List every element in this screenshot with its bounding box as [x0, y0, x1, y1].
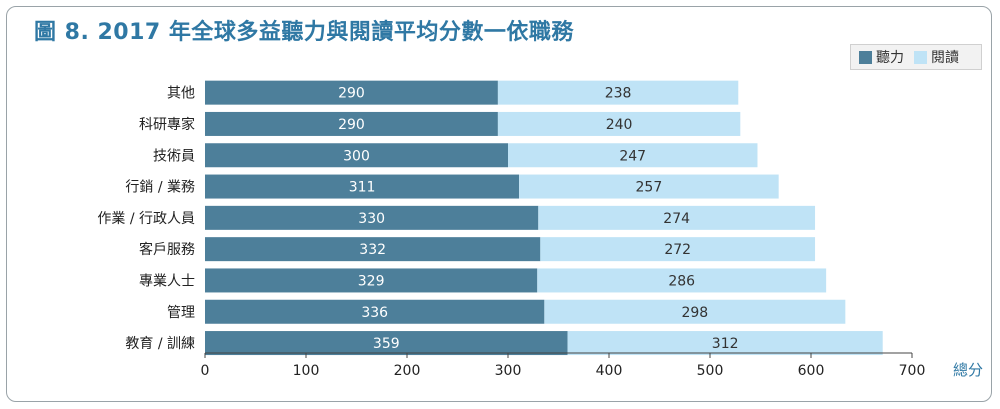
category-label: 科研專家	[139, 116, 195, 133]
category-label: 專業人士	[139, 273, 195, 289]
data-label-listening: 332	[359, 242, 386, 258]
bar-reading	[544, 299, 846, 324]
bar-reading	[567, 331, 883, 356]
data-label-reading: 257	[636, 180, 663, 196]
x-tick-label: 300	[495, 363, 522, 379]
data-label-listening: 290	[338, 86, 365, 102]
category-label: 管理	[167, 305, 195, 321]
bar-listening	[205, 299, 545, 324]
category-label: 其他	[167, 86, 195, 102]
x-tick-label: 400	[596, 363, 623, 379]
bar-listening	[205, 111, 498, 136]
legend-swatch-listening	[859, 50, 872, 64]
chart-title: 圖 8. 2017 年全球多益聽力與閱讀平均分數一依職務	[34, 20, 574, 45]
legend-label-listening: 聽力	[876, 50, 904, 66]
data-label-reading: 312	[712, 336, 739, 352]
x-tick-label: 500	[697, 363, 724, 379]
data-label-listening: 311	[349, 180, 376, 196]
legend-swatch-reading	[914, 50, 927, 64]
x-tick-label: 200	[394, 363, 421, 379]
bar-reading	[538, 205, 816, 230]
chart-legend: 聽力 閱讀	[850, 44, 982, 70]
data-label-listening: 359	[373, 336, 400, 352]
category-label: 教育 / 訓練	[125, 336, 195, 352]
bar-reading	[540, 237, 816, 262]
legend-label-reading: 閱讀	[931, 50, 959, 66]
data-label-reading: 240	[606, 117, 633, 133]
data-label-listening: 336	[361, 305, 388, 321]
x-tick-label: 100	[293, 363, 320, 379]
legend-item-reading: 閱讀	[914, 47, 959, 67]
bar-listening	[205, 331, 568, 356]
bar-listening	[205, 174, 520, 199]
data-label-reading: 274	[663, 211, 690, 227]
category-label: 作業 / 行政人員	[97, 211, 195, 227]
data-label-reading: 238	[605, 86, 632, 102]
data-label-listening: 330	[358, 211, 385, 227]
x-tick-label: 0	[201, 363, 210, 379]
x-tick-label: 700	[899, 363, 926, 379]
legend-item-listening: 聽力	[859, 47, 904, 67]
data-label-listening: 329	[358, 273, 385, 289]
bar-reading	[497, 111, 741, 136]
bar-reading	[508, 143, 758, 168]
bar-listening	[205, 268, 538, 293]
bar-listening	[205, 143, 508, 168]
bar-listening	[205, 80, 498, 105]
data-label-reading: 247	[619, 148, 646, 164]
category-label: 客戶服務	[139, 241, 195, 258]
bar-reading	[537, 268, 827, 293]
data-label-listening: 300	[343, 148, 370, 164]
bar-listening	[205, 237, 541, 262]
x-tick-label: 600	[798, 363, 825, 379]
data-label-reading: 272	[664, 242, 691, 258]
data-label-listening: 290	[338, 117, 365, 133]
x-axis-label: 總分	[953, 361, 983, 379]
data-label-reading: 286	[668, 273, 695, 289]
category-label: 行銷 / 業務	[125, 180, 195, 196]
bar-reading	[497, 80, 739, 105]
bar-reading	[519, 174, 779, 199]
bar-listening	[205, 205, 539, 230]
category-label: 技術員	[153, 148, 195, 164]
data-label-reading: 298	[681, 305, 708, 321]
